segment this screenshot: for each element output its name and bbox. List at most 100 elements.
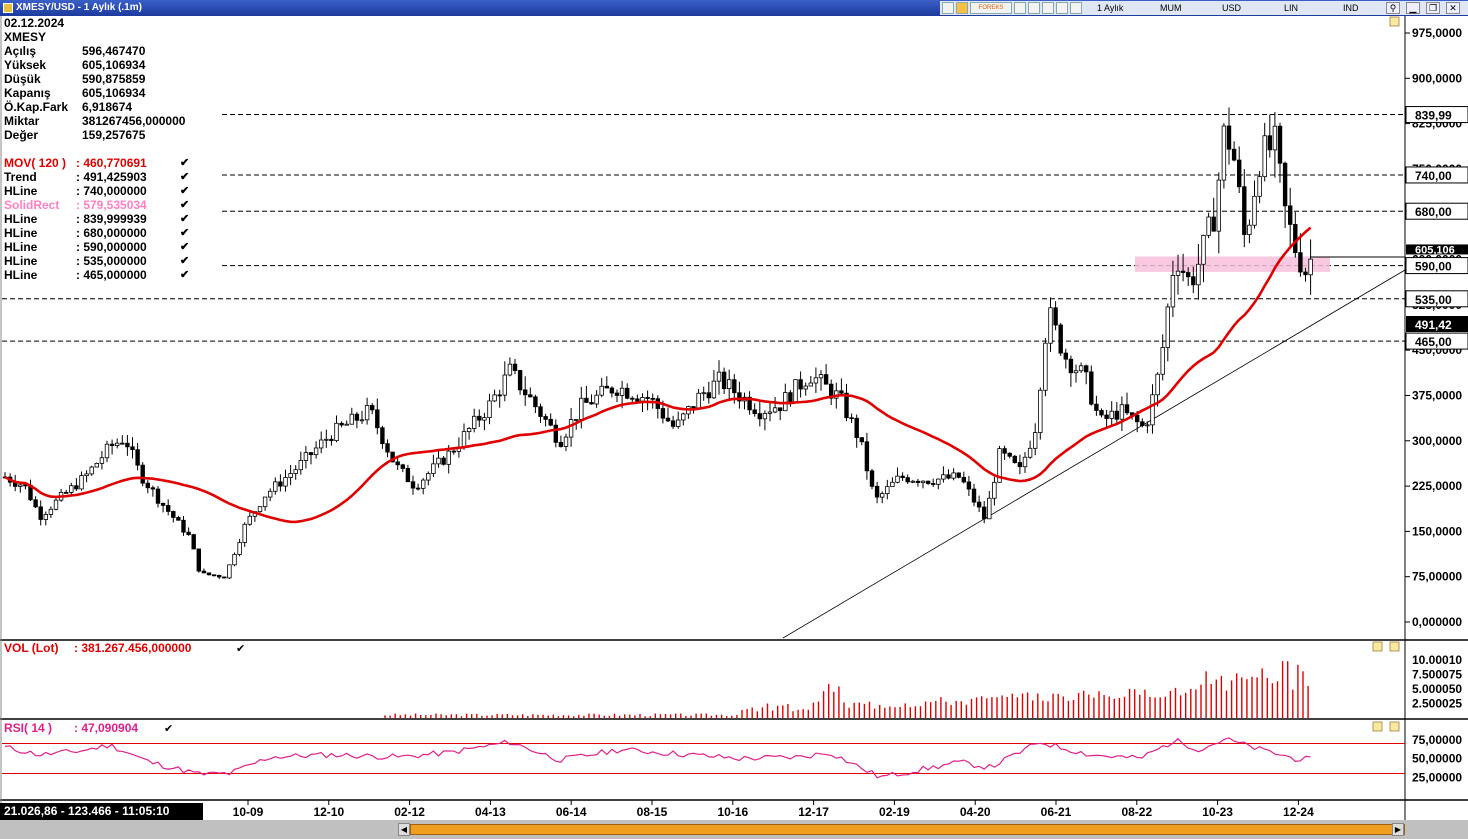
candle: [1226, 107, 1232, 165]
minimize-button[interactable]: ▁: [1406, 2, 1420, 14]
volume-tick-label: 5.000050: [1412, 682, 1462, 696]
indicator-visible-check[interactable]: ✔: [180, 241, 190, 253]
indicator-visible-check[interactable]: ✔: [180, 199, 190, 211]
candle: [431, 454, 436, 477]
info-value: 159,257675: [82, 128, 146, 142]
candle: [829, 379, 834, 406]
settings-icon[interactable]: [956, 2, 968, 14]
candle: [1180, 253, 1186, 282]
candle: [1237, 146, 1242, 194]
indicator-visible-check[interactable]: ✔: [180, 185, 190, 197]
candle: [426, 471, 431, 486]
indicator-visible-check[interactable]: ✔: [180, 227, 190, 239]
indicator-visible-check[interactable]: ✔: [180, 171, 190, 183]
pin-button[interactable]: ⚲: [1386, 2, 1400, 14]
candle: [359, 410, 365, 424]
rsi-tick-label: 25,00000: [1412, 770, 1462, 784]
candle: [874, 481, 880, 504]
candle: [625, 383, 630, 400]
title-bar[interactable]: XMESY/USD - 1 Aylık (.1m) FOREKS 1 Aylık…: [0, 0, 1468, 16]
candle: [267, 488, 273, 502]
price-tick-label: 375,0000: [1412, 388, 1462, 402]
indicator-label: HLine: [4, 268, 38, 282]
candle: [604, 376, 609, 389]
candle: [375, 398, 380, 435]
candle: [1165, 303, 1170, 362]
table-icon[interactable]: [1028, 2, 1040, 14]
candle: [395, 457, 400, 471]
candle: [1099, 408, 1104, 418]
hline-label: 740,00: [1415, 169, 1452, 183]
period-selector[interactable]: 1 Aylık: [1097, 3, 1124, 13]
draw-line-icon[interactable]: [1042, 2, 1054, 14]
candle: [344, 420, 349, 426]
candle: [1022, 451, 1028, 474]
indicator-selector[interactable]: IND: [1343, 3, 1359, 13]
indicator-visible-check[interactable]: ✔: [180, 213, 190, 225]
info-label: Açılış: [4, 44, 37, 58]
candle: [84, 470, 89, 483]
candle: [227, 564, 232, 579]
candle: [992, 476, 997, 506]
candle: [1170, 260, 1176, 318]
close-button[interactable]: ✕: [1446, 2, 1460, 14]
crosshair-icon[interactable]: [1056, 2, 1068, 14]
candle: [242, 522, 247, 547]
volume-tick-label: 10.00010: [1412, 653, 1462, 667]
scale-selector[interactable]: LIN: [1284, 3, 1299, 13]
candle: [191, 533, 196, 550]
candle: [900, 472, 905, 481]
x-tick-label: 06-14: [556, 805, 587, 819]
candle: [33, 496, 38, 509]
candle: [1119, 396, 1125, 432]
candle: [982, 501, 987, 524]
candle: [471, 408, 477, 433]
candle: [1267, 114, 1272, 158]
pane-control-button: [1389, 641, 1400, 652]
candle: [441, 456, 446, 466]
info-label: Değer: [4, 128, 39, 142]
candle: [160, 502, 166, 513]
candle: [956, 472, 961, 479]
indicator-visible-check[interactable]: ✔: [180, 157, 190, 169]
scroll-left-button[interactable]: ◀: [398, 823, 410, 836]
candle: [1068, 355, 1074, 387]
candle: [951, 468, 956, 481]
chart-type-icon[interactable]: [942, 2, 954, 14]
candle: [492, 389, 497, 403]
candle: [1043, 337, 1048, 397]
candle: [1298, 233, 1303, 277]
trend-line: [782, 269, 1406, 639]
candle: [477, 409, 482, 428]
candle: [165, 499, 171, 516]
candle: [150, 485, 156, 497]
candle: [890, 477, 895, 488]
currency-selector[interactable]: USD: [1222, 3, 1242, 13]
candle: [115, 438, 120, 449]
price-tick-label: 150,0000: [1412, 524, 1462, 538]
indicator-visible-check[interactable]: ✔: [180, 255, 190, 267]
hline-label: 465,00: [1415, 335, 1452, 349]
restore-button[interactable]: ❐: [1426, 2, 1440, 14]
candle: [762, 410, 768, 431]
scroll-right-button[interactable]: ▶: [1392, 823, 1404, 836]
x-tick-label: 10-09: [233, 805, 264, 819]
info-symbol: XMESY: [4, 30, 47, 44]
indicator-visible-check[interactable]: ✔: [180, 269, 190, 281]
candle: [885, 479, 890, 500]
candle: [1109, 401, 1114, 427]
grid-icon[interactable]: [1014, 2, 1026, 14]
candle: [288, 464, 293, 486]
rsi-value: : 47,090904: [74, 721, 138, 735]
wave-icon[interactable]: [1070, 2, 1082, 14]
candle: [1216, 172, 1221, 254]
horizontal-scrollbar[interactable]: [410, 824, 1405, 835]
candle: [665, 407, 671, 423]
candle: [1282, 161, 1288, 228]
chart-style-selector[interactable]: MUM: [1160, 3, 1182, 13]
info-value: 6,918674: [82, 100, 133, 114]
x-tick-label: 12-10: [313, 805, 344, 819]
candle: [706, 381, 711, 404]
info-value: 605,106934: [82, 58, 146, 72]
